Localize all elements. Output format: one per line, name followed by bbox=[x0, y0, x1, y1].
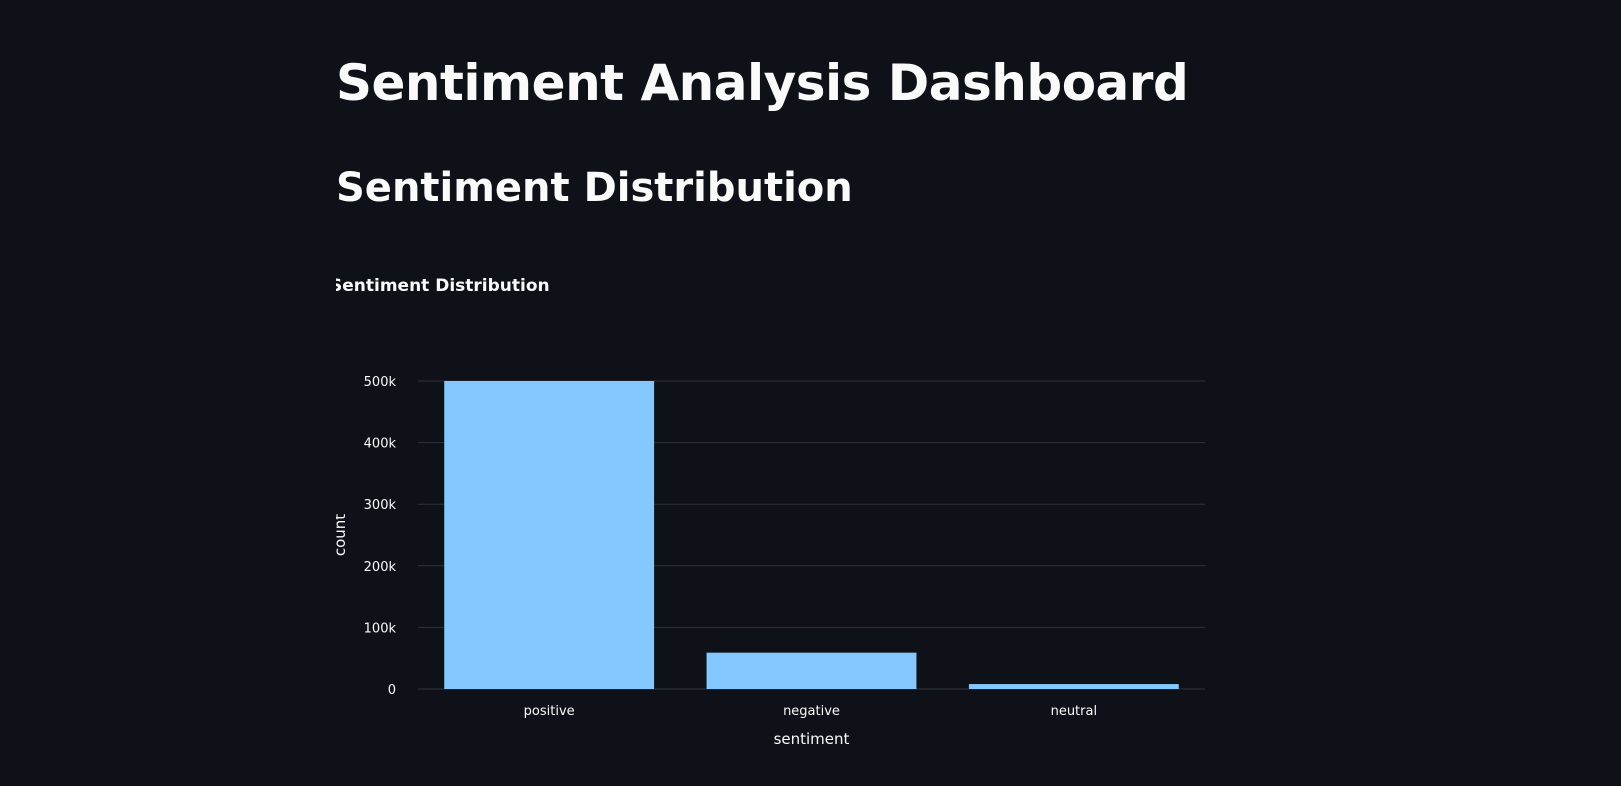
chart-bars bbox=[444, 381, 1179, 689]
bar-negative[interactable] bbox=[706, 652, 917, 689]
x-tick-label: positive bbox=[524, 704, 575, 719]
y-axis-title: count bbox=[336, 514, 349, 556]
y-axis-ticks: 0 100k 200k 300k 400k 500k bbox=[364, 375, 397, 698]
x-axis-ticks: positive negative neutral bbox=[524, 704, 1097, 719]
section-heading: Sentiment Distribution bbox=[336, 165, 853, 211]
y-tick-label: 200k bbox=[364, 560, 397, 575]
y-tick-label: 0 bbox=[388, 683, 396, 698]
x-tick-label: negative bbox=[783, 704, 840, 719]
main-content: Sentiment Analysis Dashboard Sentiment D… bbox=[336, 0, 1216, 786]
page-title: Sentiment Analysis Dashboard bbox=[336, 54, 1189, 112]
bar-chart[interactable]: Sentiment Distribution 0 100k 200k 300k 400k… bbox=[336, 270, 1216, 770]
bar-chart-svg: Sentiment Distribution 0 100k 200k 300k 400k… bbox=[336, 276, 1205, 748]
y-tick-label: 300k bbox=[364, 498, 397, 513]
bar-neutral[interactable] bbox=[968, 684, 1179, 689]
x-tick-label: neutral bbox=[1051, 704, 1098, 719]
y-tick-label: 500k bbox=[364, 375, 397, 390]
y-tick-label: 400k bbox=[364, 437, 397, 452]
x-axis-title: sentiment bbox=[774, 730, 850, 748]
chart-title: Sentiment Distribution bbox=[336, 276, 550, 296]
bar-positive[interactable] bbox=[444, 381, 655, 689]
y-tick-label: 100k bbox=[364, 621, 397, 636]
